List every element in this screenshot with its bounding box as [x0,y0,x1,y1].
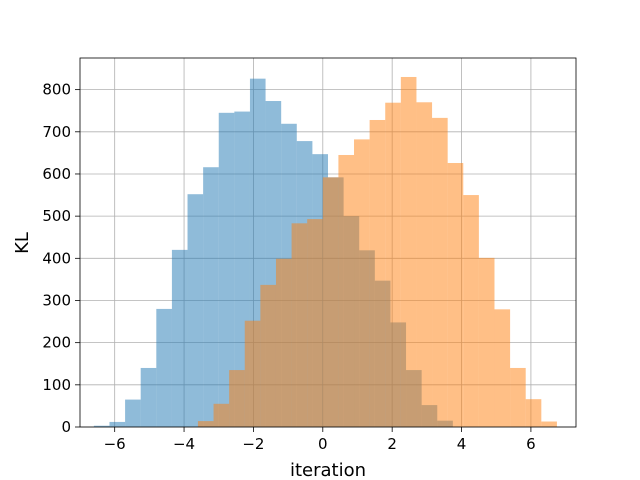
y-axis: 0 100 200 300 400 500 600 700 800 [42,81,80,436]
histogram-bar [125,399,141,427]
histogram-bar [400,76,417,427]
histogram-bar [171,249,188,427]
histogram-bar [478,257,495,427]
histogram-series-2 [197,76,557,428]
x-tick-label: 0 [318,435,328,453]
x-axis-label: iteration [290,460,366,480]
x-tick-label: −6 [104,435,126,453]
histogram-bar [218,112,235,427]
x-tick-label: 6 [526,435,536,453]
y-tick-label: 200 [42,334,71,352]
histogram-bar [291,223,308,427]
histogram-bar [494,309,511,427]
histogram-bar [197,421,214,427]
histogram-bar [187,194,204,427]
histogram-bar [307,219,323,427]
y-tick-label: 300 [42,291,71,309]
histogram-bar [385,102,401,427]
x-tick-label: −4 [173,435,195,453]
histogram-bar [322,177,339,427]
histogram-bar [140,367,157,427]
histogram-bar [463,195,479,427]
histogram-bar [525,399,542,427]
plot-frame [79,57,577,428]
histogram-bar [416,102,433,427]
histogram-bars [93,76,557,428]
y-tick-label: 500 [42,207,71,225]
histogram-bar [213,403,230,427]
y-tick-label: 600 [42,165,71,183]
x-tick-label: −2 [242,435,264,453]
histogram-bar [354,139,370,427]
y-tick-label: 400 [42,249,71,267]
y-tick-label: 700 [42,123,71,141]
histogram-bar [447,163,464,428]
histogram-bar [229,370,245,427]
histogram-bar [260,284,276,427]
histogram-bar [275,258,292,427]
y-tick-label: 100 [42,376,71,394]
histogram-bar [510,367,526,427]
y-tick-label: 0 [61,418,71,436]
histogram-bar [156,308,172,427]
x-tick-label: 2 [387,435,397,453]
histogram-bar [369,119,386,427]
histogram-bar [432,117,448,428]
histogram-bar [203,167,219,427]
x-axis: −6 −4 −2 0 2 4 6 [104,427,536,453]
y-tick-label: 800 [42,81,71,99]
histogram-bar [338,154,355,427]
histogram-bar [541,421,557,427]
histogram-bar [93,425,110,427]
histogram-bar [244,320,261,427]
histogram-bar [109,421,126,427]
y-axis-label: KL [12,232,33,254]
x-tick-label: 4 [457,435,467,453]
